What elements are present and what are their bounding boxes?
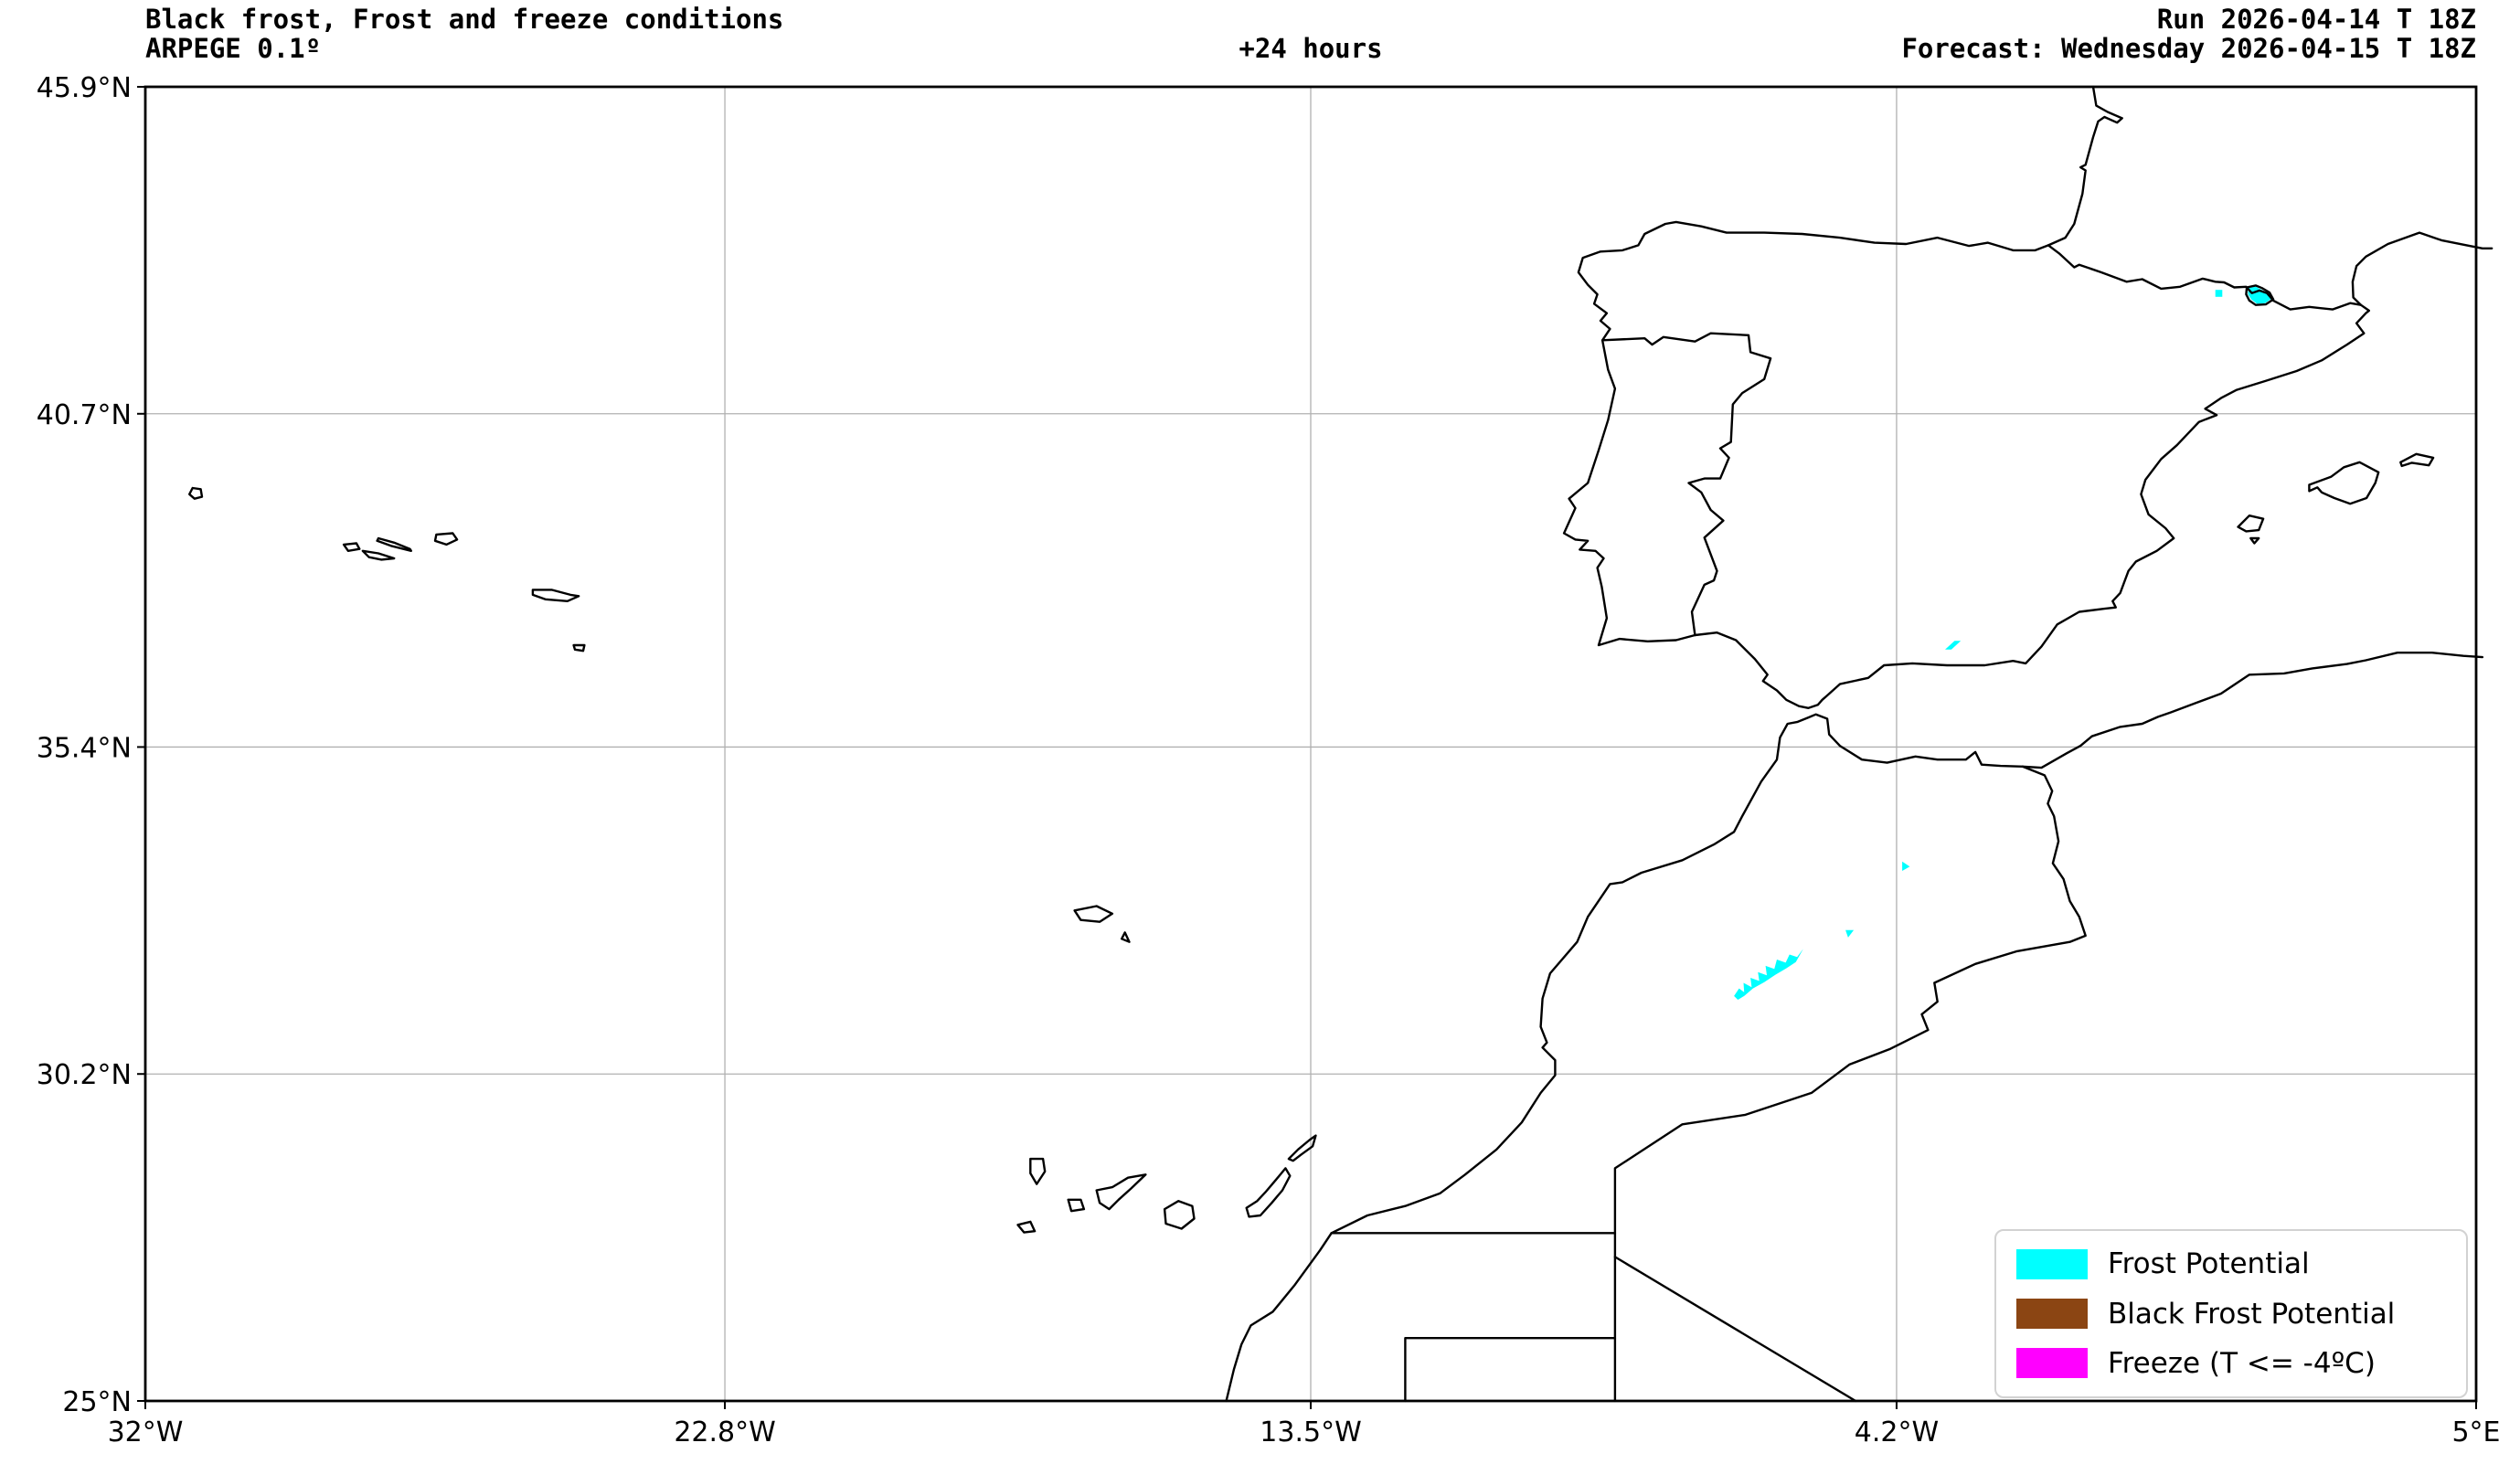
legend-label: Black Frost Potential	[2108, 1297, 2396, 1331]
y-tick-label: 30.2°N	[37, 1059, 132, 1091]
lead-time-label: +24 hours	[1239, 33, 1383, 64]
run-timestamp: Run 2026-04-14 T 18Z	[2156, 4, 2476, 35]
western-sahara-mauritania-border	[1404, 1336, 1617, 1403]
frost-andorra-pyrenees	[2248, 286, 2271, 304]
iberia-france-coast	[1562, 85, 2493, 709]
sao-miguel-island	[531, 589, 580, 602]
menorca-island	[2399, 452, 2435, 468]
frost-ifrane	[1902, 861, 1910, 871]
faial-island	[342, 542, 361, 552]
france-spain-border	[2047, 244, 2363, 311]
freeze-swatch	[2016, 1348, 2088, 1379]
y-tick-label: 25°N	[62, 1386, 132, 1418]
pico-island	[361, 549, 396, 561]
page-title: Black frost, Frost and freeze conditions	[145, 4, 784, 35]
lanzarote-island	[1287, 1134, 1317, 1162]
black-frost-potential-swatch	[2016, 1299, 2088, 1329]
sao-jorge-island	[376, 536, 412, 552]
legend-label: Frost Potential	[2108, 1247, 2310, 1281]
terceira-island	[433, 532, 459, 546]
morocco-western-sahara-border	[1330, 1232, 1617, 1403]
spain-portugal-border	[1600, 332, 1772, 637]
desertas-island	[1120, 931, 1131, 943]
x-tick-label: 5°E	[2451, 1416, 2500, 1448]
frost-pyrenees-west	[2215, 290, 2223, 297]
legend-item-frost: Frost Potential	[2016, 1247, 2466, 1280]
legend-box: Frost Potential Black Frost Potential Fr…	[1994, 1229, 2468, 1398]
y-tick-label: 40.7°N	[37, 399, 132, 431]
y-tick-label: 35.4°N	[37, 732, 132, 764]
flores-island	[187, 486, 204, 500]
mallorca-island	[2308, 461, 2380, 505]
frost-sierra-nevada	[1945, 641, 1962, 650]
frost-high-atlas	[1734, 949, 1803, 1000]
formentera-island	[2249, 536, 2260, 545]
tenerife-island	[1095, 1173, 1147, 1211]
x-tick-label: 22.8°W	[674, 1416, 775, 1448]
frost-middle-atlas	[1845, 929, 1855, 938]
x-tick-label: 32°W	[108, 1416, 184, 1448]
legend-label: Freeze (T <= -4ºC)	[2108, 1346, 2376, 1380]
plot-frame	[144, 85, 2478, 1403]
model-subtitle: ARPEGE 0.1º	[145, 33, 322, 64]
ibiza-island	[2237, 515, 2265, 533]
legend-item-freeze: Freeze (T <= -4ºC)	[2016, 1347, 2466, 1380]
gran-canaria-island	[1163, 1199, 1196, 1230]
forecast-timestamp: Forecast: Wednesday 2026-04-15 T 18Z	[1901, 33, 2476, 64]
frost-potential-swatch	[2016, 1248, 2088, 1279]
la-gomera-island	[1067, 1198, 1086, 1213]
legend-item-black-frost: Black Frost Potential	[2016, 1298, 2466, 1331]
santa-maria-island	[572, 643, 586, 652]
andorra-outline	[2245, 284, 2275, 306]
y-tick-label: 45.9°N	[37, 72, 132, 104]
africa-coast	[1225, 652, 2484, 1403]
algeria-mauritania-border	[1613, 1256, 1857, 1403]
x-tick-label: 4.2°W	[1855, 1416, 1939, 1448]
la-palma-island	[1029, 1157, 1047, 1185]
madeira-island	[1073, 905, 1114, 923]
morocco-algeria-border	[1613, 765, 2087, 1235]
x-tick-label: 13.5°W	[1260, 1416, 1361, 1448]
fuerteventura-island	[1245, 1167, 1292, 1218]
el-hierro-island	[1016, 1220, 1037, 1234]
